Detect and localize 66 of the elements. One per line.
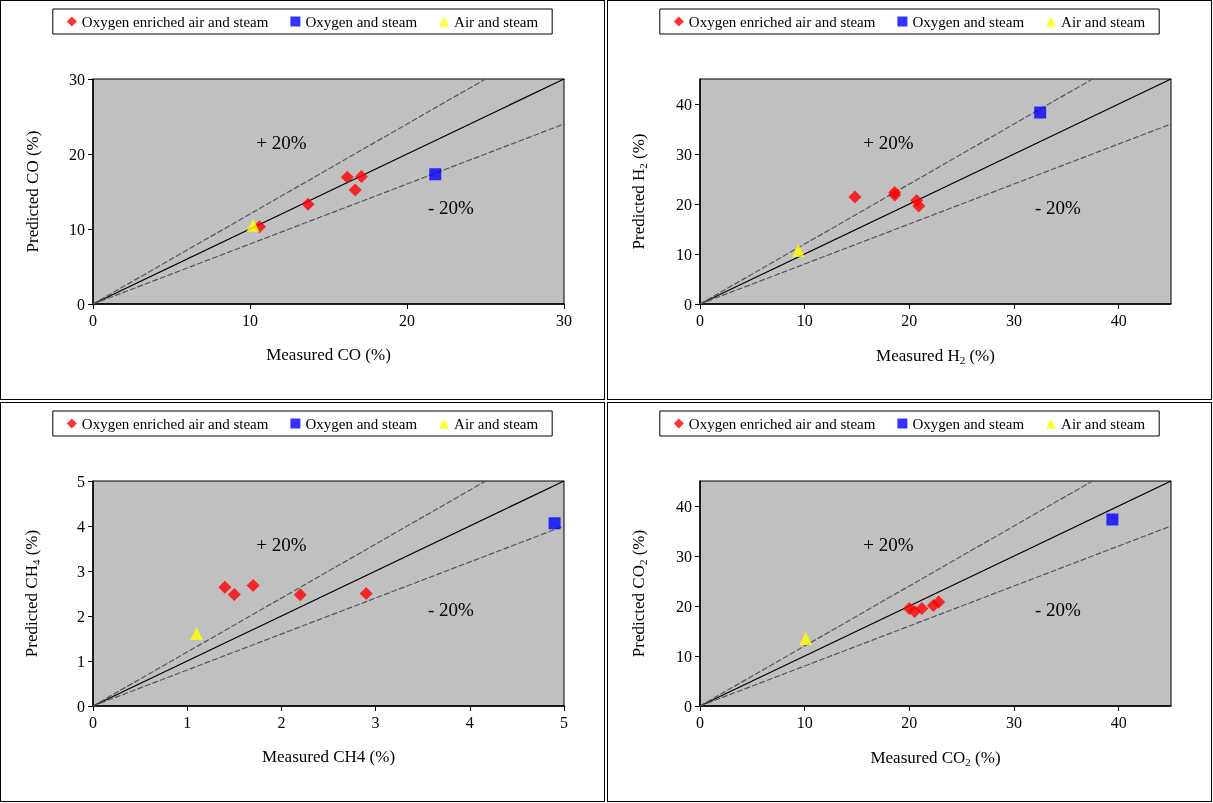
x-tick-label: 0 bbox=[696, 713, 704, 731]
x-tick-label: 3 bbox=[371, 713, 380, 731]
annotation: + 20% bbox=[863, 533, 914, 555]
x-tick-label: 30 bbox=[556, 311, 572, 329]
annotation: - 20% bbox=[1035, 196, 1082, 218]
x-axis-title: Measured CO (%) bbox=[266, 345, 391, 364]
y-tick-label: 0 bbox=[77, 295, 85, 313]
x-tick-label: 10 bbox=[796, 311, 813, 329]
annotation: - 20% bbox=[428, 196, 475, 218]
y-tick-label: 20 bbox=[69, 145, 85, 163]
legend-label: Oxygen and steam bbox=[912, 415, 1025, 432]
x-tick-label: 4 bbox=[465, 713, 474, 731]
x-tick-label: 0 bbox=[696, 311, 704, 329]
y-tick-label: 30 bbox=[676, 547, 692, 565]
y-tick-label: 3 bbox=[77, 562, 85, 580]
x-tick-label: 30 bbox=[1006, 311, 1022, 329]
y-tick-label: 40 bbox=[676, 497, 692, 515]
annotation: + 20% bbox=[256, 131, 307, 153]
annotation: + 20% bbox=[256, 533, 307, 555]
x-tick-label: 5 bbox=[560, 713, 568, 731]
y-tick-label: 10 bbox=[69, 220, 85, 238]
y-axis-title: Predicted CO (%) bbox=[23, 130, 42, 253]
x-tick-label: 1 bbox=[183, 713, 192, 731]
x-tick-label: 20 bbox=[399, 311, 415, 329]
legend-label: Air and steam bbox=[454, 13, 539, 30]
x-tick-label: 2 bbox=[277, 713, 286, 731]
x-tick-label: 20 bbox=[901, 311, 918, 329]
annotation: - 20% bbox=[428, 598, 475, 620]
x-tick-label: 30 bbox=[1006, 713, 1022, 731]
x-axis-title: Measured CH4 (%) bbox=[261, 747, 396, 766]
legend-label: Oxygen and steam bbox=[305, 13, 418, 30]
legend-label: Oxygen and steam bbox=[305, 415, 418, 432]
legend-label: Air and steam bbox=[454, 415, 539, 432]
x-tick-label: 10 bbox=[242, 311, 258, 329]
y-axis-title: Predicted CH4 (%) bbox=[22, 529, 42, 658]
x-tick-label: 40 bbox=[1110, 713, 1127, 731]
x-tick-label: 0 bbox=[89, 311, 97, 329]
annotation: - 20% bbox=[1035, 598, 1082, 620]
legend-label: Air and steam bbox=[1061, 13, 1146, 30]
legend-label: Oxygen enriched air and steam bbox=[688, 13, 876, 30]
y-tick-label: 1 bbox=[77, 652, 85, 670]
y-tick-label: 10 bbox=[676, 647, 692, 665]
legend-label: Oxygen enriched air and steam bbox=[81, 415, 269, 432]
y-tick-label: 40 bbox=[676, 95, 692, 113]
y-tick-label: 0 bbox=[684, 295, 692, 313]
y-tick-label: 0 bbox=[684, 697, 692, 715]
legend-label: Oxygen enriched air and steam bbox=[81, 13, 269, 30]
y-axis-title: Predicted H2 (%) bbox=[629, 133, 649, 250]
annotation: + 20% bbox=[863, 131, 914, 153]
legend-label: Air and steam bbox=[1061, 415, 1146, 432]
y-tick-label: 20 bbox=[676, 195, 692, 213]
y-tick-label: 30 bbox=[69, 70, 85, 88]
y-tick-label: 4 bbox=[77, 517, 85, 535]
y-tick-label: 5 bbox=[77, 472, 85, 490]
y-tick-label: 2 bbox=[77, 607, 85, 625]
y-tick-label: 30 bbox=[676, 145, 692, 163]
y-tick-label: 20 bbox=[676, 597, 692, 615]
y-tick-label: 10 bbox=[676, 245, 692, 263]
legend-label: Oxygen and steam bbox=[912, 13, 1025, 30]
x-tick-label: 20 bbox=[901, 713, 918, 731]
y-tick-label: 0 bbox=[77, 697, 85, 715]
x-tick-label: 0 bbox=[89, 713, 97, 731]
legend-label: Oxygen enriched air and steam bbox=[688, 415, 876, 432]
y-axis-title: Predicted CO2 (%) bbox=[629, 529, 649, 658]
x-tick-label: 10 bbox=[796, 713, 813, 731]
x-tick-label: 40 bbox=[1110, 311, 1127, 329]
